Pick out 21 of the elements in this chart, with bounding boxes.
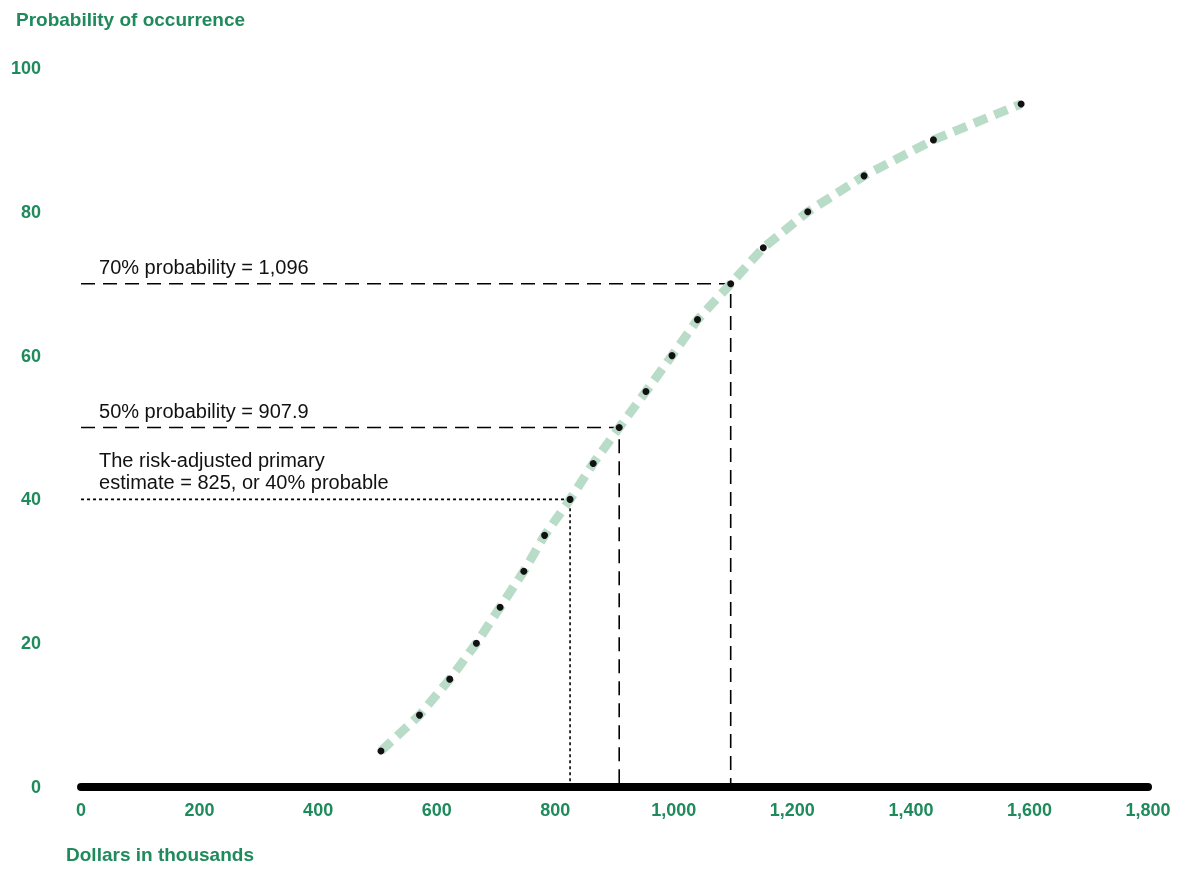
y-tick-label: 20: [21, 633, 42, 654]
y-tick-label: 40: [21, 489, 42, 510]
x-tick-label: 200: [184, 800, 215, 820]
y-tick-label: 60: [21, 345, 42, 366]
x-axis-title: Dollars in thousands: [66, 844, 254, 865]
x-tick-label: 1,800: [1125, 800, 1171, 820]
x-tick-label: 0: [76, 800, 87, 820]
y-tick-label: 80: [21, 201, 42, 222]
annotation: 50% probability = 907.9: [99, 399, 309, 422]
x-tick-label: 600: [421, 800, 452, 820]
y-tick-label: 100: [10, 58, 42, 78]
annotation: 70% probability = 1,096: [99, 255, 309, 278]
x-tick-label: 400: [303, 800, 334, 820]
x-tick-label: 800: [540, 800, 571, 820]
y-axis-title: Probability of occurrence: [16, 9, 246, 30]
y-tick-label: 0: [31, 777, 42, 797]
x-tick-label: 1,000: [651, 800, 697, 820]
annotation: The risk-adjusted primary estimate = 825, or 40% probable: [99, 449, 389, 494]
x-tick-label: 1,600: [1006, 800, 1052, 820]
x-tick-label: 1,400: [888, 800, 934, 820]
x-tick-label: 1,200: [769, 800, 815, 820]
